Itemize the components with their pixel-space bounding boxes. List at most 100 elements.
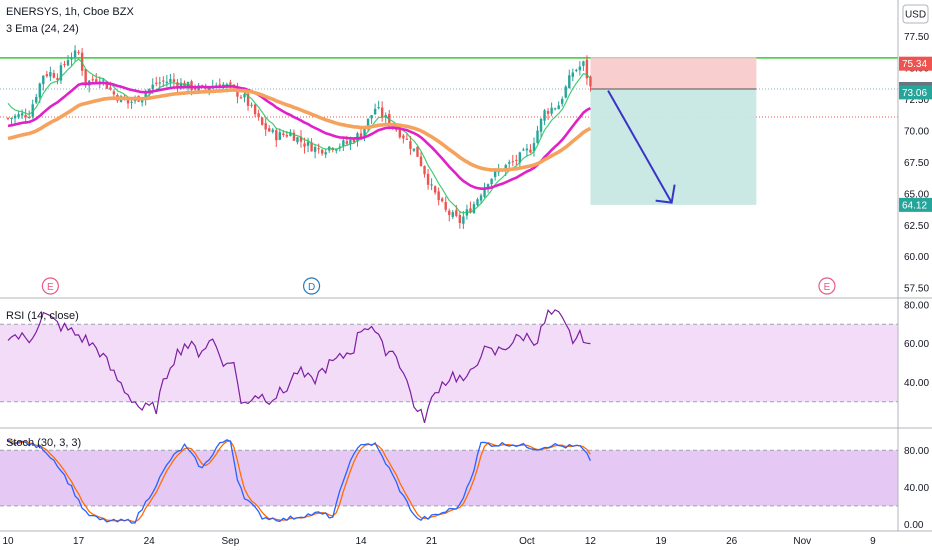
candle-body (366, 118, 370, 129)
candle-body (250, 104, 253, 106)
candle-body (324, 152, 327, 155)
stoch-lines (7, 439, 591, 524)
candle-body (260, 117, 264, 125)
candle-body (13, 115, 17, 119)
short-position-tool[interactable] (590, 57, 757, 205)
candle-body (458, 215, 462, 223)
candle-body (144, 93, 147, 100)
time-tick-label: 17 (73, 536, 85, 547)
candle-body (571, 72, 574, 77)
stoch-tick-label: 80.00 (904, 446, 929, 457)
candle-body (345, 141, 349, 144)
candle-body (186, 81, 190, 89)
candle-body (342, 140, 345, 146)
candle-body (105, 81, 109, 89)
time-tick-label: Oct (519, 536, 535, 547)
event-marker[interactable]: D (302, 277, 321, 295)
stoch-band (0, 450, 898, 506)
symbol-legend[interactable]: ENERSYS, 1h, Cboe BZX (6, 6, 134, 18)
ema-legend[interactable]: 3 Ema (24, 24) (6, 23, 79, 35)
price-tick-label: 57.50 (904, 284, 929, 295)
candle-body (412, 148, 416, 151)
candle-body (398, 128, 402, 138)
candle-body (363, 128, 366, 139)
candle-body (479, 195, 483, 201)
candle-body (109, 87, 112, 90)
candle-body (257, 113, 260, 118)
candle-body (508, 162, 511, 164)
candle-body (253, 104, 257, 115)
candle-body (130, 101, 133, 103)
candle-body (395, 128, 398, 131)
candle-body (285, 134, 289, 137)
candle-body (338, 146, 342, 148)
candle-body (45, 74, 49, 77)
candle-body (561, 98, 564, 104)
candle-body (550, 107, 553, 114)
candle-body (423, 166, 426, 175)
rsi-legend[interactable]: RSI (14, close) (6, 310, 79, 322)
candle-body (176, 82, 179, 88)
event-marker[interactable]: E (41, 277, 59, 295)
down-arrow-head (655, 184, 676, 204)
candle-body (335, 149, 338, 151)
candle-body (292, 132, 296, 141)
event-marker-label: E (824, 282, 831, 293)
price-tick-label: 62.50 (904, 221, 929, 232)
candle-body (6, 118, 10, 120)
rsi-tick-label: 40.00 (904, 378, 929, 389)
candle-body (303, 143, 306, 147)
candle-body (243, 94, 246, 98)
time-tick-label: Nov (793, 536, 811, 547)
candle-body (282, 133, 285, 136)
price-tag: 64.12 (899, 197, 932, 212)
candle-body (95, 79, 98, 82)
stop-loss-zone (590, 57, 757, 89)
candle-body (268, 128, 271, 132)
stoch-tick-label: 40.00 (904, 483, 929, 494)
event-marker[interactable]: E (818, 277, 836, 295)
candle-body (525, 148, 529, 151)
rsi-band (0, 324, 898, 402)
candle-body (370, 115, 373, 119)
candle-body (578, 66, 582, 71)
candle-body (564, 86, 567, 98)
candle-body (73, 50, 77, 58)
event-marker-circle (41, 277, 59, 295)
candle-body (320, 149, 324, 154)
candle-body (515, 159, 518, 161)
candle-body (271, 129, 274, 132)
candle-body (518, 152, 522, 163)
time-tick-label: 19 (655, 536, 667, 547)
candle-body (469, 208, 472, 213)
stoch-legend[interactable]: Stoch (30, 3, 3) (6, 437, 82, 449)
candle-body (112, 91, 116, 95)
price-tag-box (899, 85, 932, 100)
price-tick-label: 60.00 (904, 252, 929, 263)
candle-body (373, 108, 377, 115)
time-tick-label: Sep (221, 536, 239, 547)
candle-body (70, 58, 73, 60)
candle-body (349, 139, 352, 145)
candle-body (472, 204, 476, 213)
price-tag: 75.34 (899, 56, 932, 71)
time-tick-label: 21 (426, 536, 438, 547)
candle-body (162, 80, 165, 82)
stoch-k-line (7, 439, 591, 524)
candle-body (306, 141, 310, 146)
indicator-bands (0, 323, 898, 507)
candle-body (102, 79, 105, 81)
candle-body (546, 111, 550, 114)
candle-body (42, 75, 45, 85)
candle-body (84, 68, 87, 86)
candle-body (419, 156, 423, 166)
candle-body (444, 201, 447, 210)
candle-body (437, 191, 440, 201)
candle-body (66, 60, 70, 66)
candle-body (208, 88, 211, 91)
ema-slow-line (7, 88, 592, 172)
candle-body (264, 123, 267, 130)
candle-body (486, 184, 490, 189)
